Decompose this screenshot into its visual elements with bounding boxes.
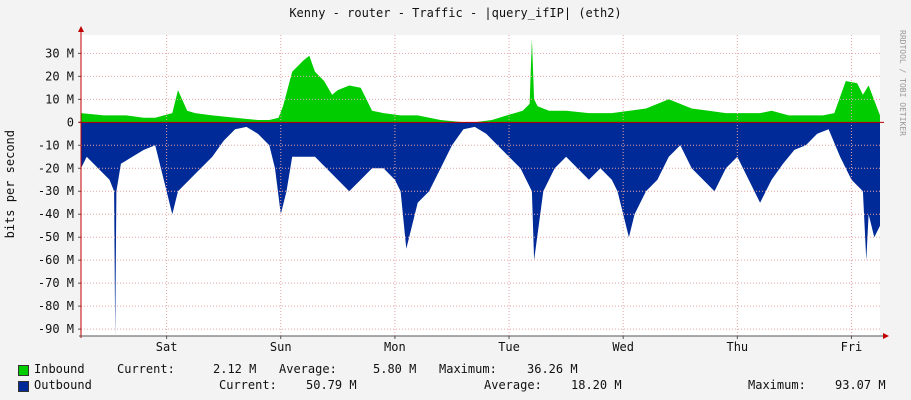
inbound-maximum-label: Maximum: bbox=[439, 362, 497, 376]
outbound-maximum-value: 93.07 M bbox=[835, 378, 886, 392]
x-tick-label: Sun bbox=[270, 340, 292, 354]
outbound-maximum-label: Maximum: bbox=[748, 378, 806, 392]
legend-row-inbound: Inbound Current: 2.12 M Average: 5.80 M … bbox=[0, 362, 911, 378]
x-tick-label: Wed bbox=[612, 340, 634, 354]
x-tick-label: Fri bbox=[841, 340, 863, 354]
chart-title: Kenny - router - Traffic - |query_ifIP| … bbox=[289, 6, 622, 20]
plot-area bbox=[81, 35, 880, 336]
inbound-average-label: Average: bbox=[279, 362, 337, 376]
inbound-current-label: Current: bbox=[117, 362, 175, 376]
outbound-area bbox=[81, 122, 880, 337]
inbound-swatch bbox=[18, 365, 29, 376]
inbound-maximum-value: 36.26 M bbox=[527, 362, 578, 376]
y-tick-label: 30 M bbox=[45, 46, 74, 60]
y-tick-label: -60 M bbox=[38, 253, 74, 267]
outbound-average-value: 18.20 M bbox=[571, 378, 622, 392]
outbound-average-label: Average: bbox=[484, 378, 542, 392]
rrdtool-watermark: RRDTOOL / TOBI OETIKER bbox=[898, 30, 907, 136]
y-tick-label: 10 M bbox=[45, 92, 74, 106]
y-tick-label: 20 M bbox=[45, 69, 74, 83]
legend-row-outbound: Outbound Current: 50.79 M Average: 18.20… bbox=[0, 378, 911, 394]
outbound-label: Outbound bbox=[34, 378, 92, 392]
y-axis-arrow bbox=[78, 26, 84, 32]
y-tick-label: -40 M bbox=[38, 207, 74, 221]
y-tick-label: -90 M bbox=[38, 322, 74, 336]
outbound-current-value: 50.79 M bbox=[306, 378, 357, 392]
inbound-average-value: 5.80 M bbox=[373, 362, 417, 376]
y-tick-label: -30 M bbox=[38, 184, 74, 198]
y-tick-label: 0 bbox=[67, 115, 74, 129]
x-tick-label: Sat bbox=[156, 340, 178, 354]
x-tick-label: Mon bbox=[384, 340, 406, 354]
x-axis-arrow bbox=[883, 333, 889, 339]
x-tick-label: Thu bbox=[726, 340, 748, 354]
y-tick-label: -70 M bbox=[38, 276, 74, 290]
inbound-current-value: 2.12 M bbox=[213, 362, 257, 376]
y-tick-label: -80 M bbox=[38, 299, 74, 313]
y-tick-label: -50 M bbox=[38, 230, 74, 244]
inbound-label: Inbound bbox=[34, 362, 85, 376]
legend: Inbound Current: 2.12 M Average: 5.80 M … bbox=[0, 360, 911, 400]
traffic-chart: 30 M 20 M 10 M 0 -10 M -20 M -30 M -40 M -50 M -6… bbox=[38, 26, 889, 354]
y-tick-label: -20 M bbox=[38, 161, 74, 175]
y-tick-label: -10 M bbox=[38, 138, 74, 152]
x-tick-label: Tue bbox=[498, 340, 520, 354]
outbound-swatch bbox=[18, 381, 29, 392]
outbound-current-label: Current: bbox=[219, 378, 277, 392]
